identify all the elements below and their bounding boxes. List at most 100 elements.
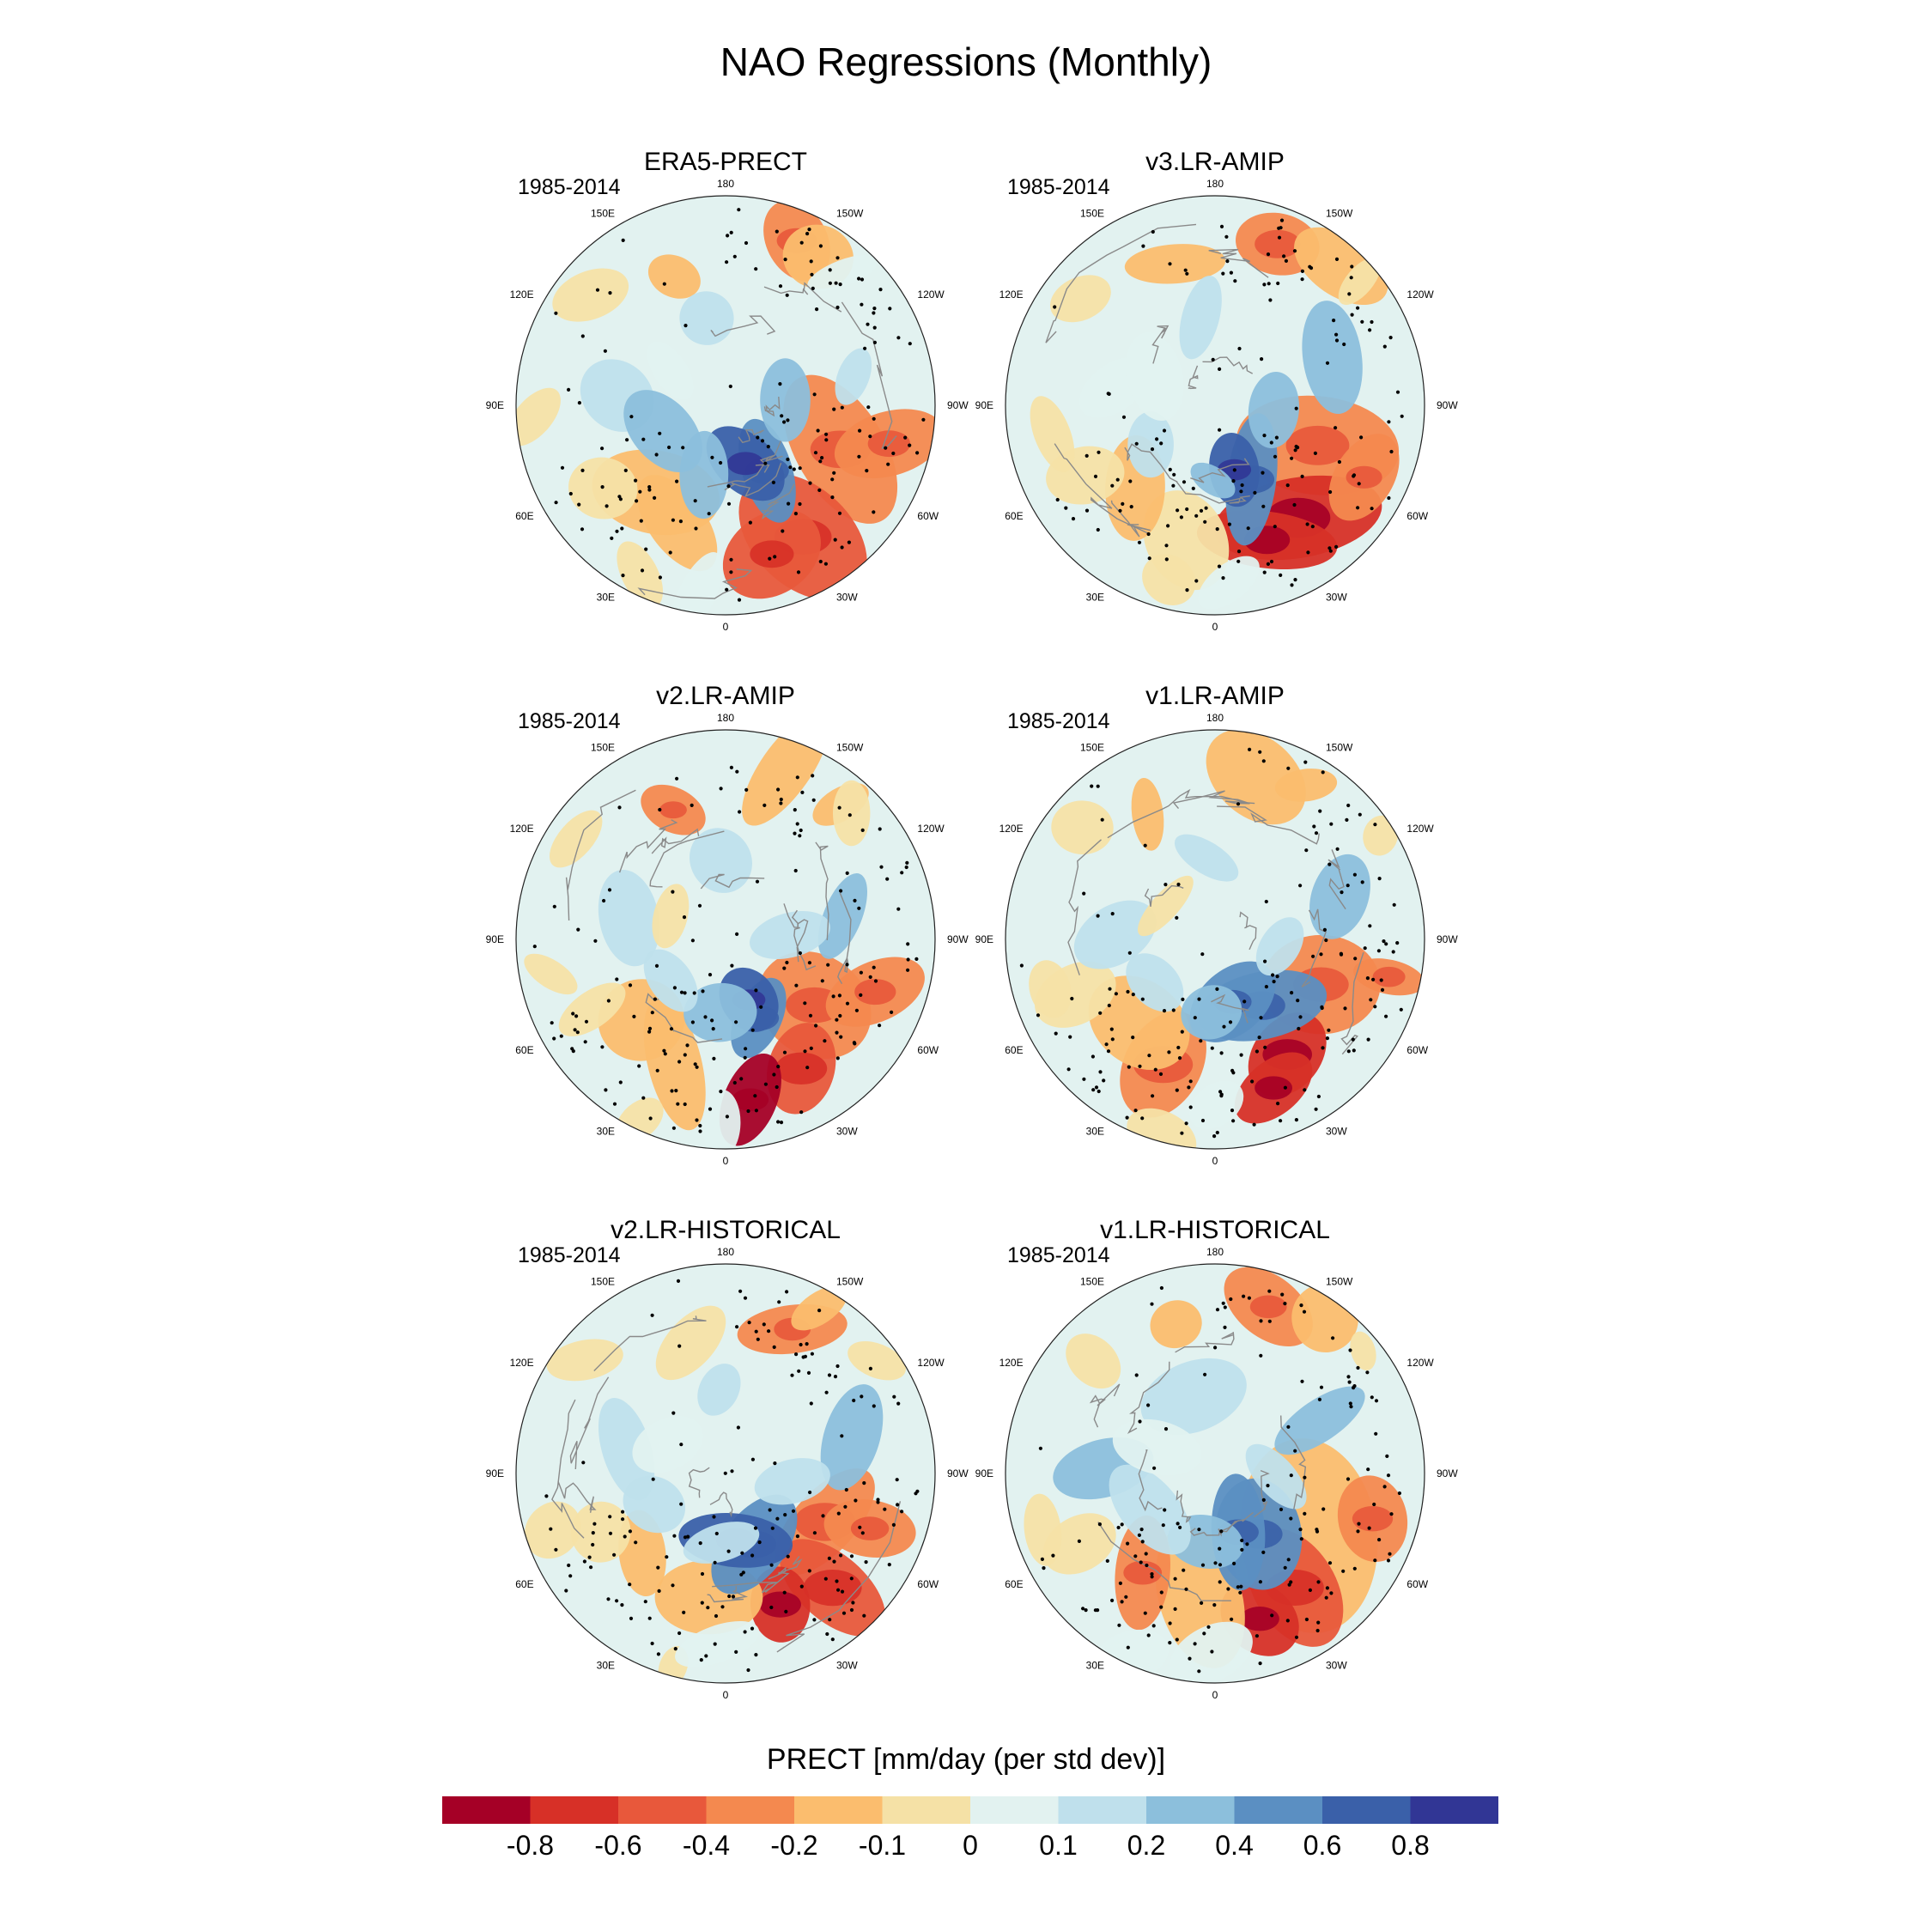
significance-dot (1137, 1533, 1141, 1537)
colorbar-tick-label: 0.1 (1039, 1830, 1077, 1861)
significance-dot (1302, 1309, 1307, 1314)
coastline (712, 1571, 790, 1594)
significance-dot (741, 1571, 745, 1575)
significance-dot (604, 1088, 608, 1092)
significance-dot (713, 1642, 717, 1646)
anomaly-core (726, 452, 764, 476)
significance-dot (1051, 1553, 1055, 1558)
significance-dot (780, 414, 784, 418)
significance-dot (1298, 884, 1303, 888)
longitude-label: 60W (917, 510, 939, 522)
significance-dot (1163, 1427, 1169, 1431)
coastline (1189, 1519, 1240, 1536)
anomaly-region (1198, 556, 1260, 610)
longitude-label: 30W (1326, 591, 1347, 603)
colorbar: PRECT [mm/day (per std dev)] -0.8 -0.6 -0.… (442, 1743, 1498, 1861)
significance-dot (843, 1504, 848, 1509)
significance-dot (859, 970, 864, 975)
significance-dot (1334, 257, 1340, 261)
significance-dot (1327, 1028, 1331, 1032)
significance-dot (1199, 508, 1204, 513)
significance-dot (1316, 1620, 1321, 1625)
significance-dot (1352, 872, 1357, 877)
longitude-label: 90W (947, 1467, 969, 1479)
significance-dot (589, 1565, 593, 1570)
significance-dot (1171, 1008, 1176, 1012)
anomaly-core (1346, 465, 1382, 489)
significance-dot (830, 495, 835, 500)
significance-dot (1133, 1109, 1138, 1113)
longitude-label: 120E (999, 1357, 1024, 1369)
significance-dot (1228, 1020, 1233, 1024)
significance-dot (554, 501, 558, 505)
coastline (815, 841, 829, 940)
significance-dot (736, 1425, 741, 1430)
significance-dot (872, 311, 876, 315)
significance-dot (810, 272, 814, 276)
map-panel: v3.LR-AMIP 1985-2014 180 150E 120E 90E 60E 30E 0… (975, 148, 1459, 633)
longitude-label: 120E (999, 289, 1024, 301)
anomaly-region (1363, 815, 1399, 856)
significance-dot (1211, 357, 1215, 361)
significance-dot (1284, 258, 1288, 263)
significance-dot (1182, 1568, 1186, 1572)
anomaly-region (524, 953, 578, 995)
significance-dot (730, 963, 734, 968)
significance-dot (1299, 1303, 1303, 1308)
significance-dot (1382, 1485, 1387, 1489)
significance-dot (793, 512, 799, 516)
significance-dot (1294, 406, 1298, 410)
significance-dot (1106, 1049, 1111, 1054)
coastline (700, 873, 765, 890)
anomaly-region (702, 1090, 741, 1149)
map-field (516, 1264, 935, 1683)
significance-dot (726, 484, 731, 489)
significance-dot (1387, 420, 1391, 424)
significance-dot (786, 418, 790, 422)
coastline (791, 909, 809, 963)
significance-dot (857, 906, 861, 910)
map-field (516, 730, 935, 1149)
significance-dot (803, 1001, 807, 1005)
significance-dot (710, 455, 714, 459)
significance-dot (1346, 1049, 1351, 1054)
significance-dot (896, 1503, 900, 1507)
significance-dot (1259, 1353, 1263, 1358)
significance-dot (779, 1121, 784, 1125)
significance-dot (1365, 1370, 1370, 1375)
anomaly-region (598, 1398, 655, 1501)
significance-dot (1300, 277, 1304, 282)
longitude-label: 60E (515, 1044, 533, 1056)
significance-dot (734, 1020, 738, 1024)
significance-dot (704, 1654, 708, 1658)
significance-dot (1373, 823, 1377, 827)
significance-dot (840, 1434, 844, 1438)
significance-dot (845, 963, 849, 967)
significance-dot (620, 526, 624, 531)
anomaly-region (1179, 276, 1222, 360)
significance-dot (1155, 437, 1159, 441)
significance-dot (1303, 1475, 1307, 1479)
significance-dot (1230, 1068, 1235, 1072)
significance-dot (908, 342, 912, 346)
significance-dot (647, 1030, 652, 1034)
coastline (551, 1399, 585, 1539)
significance-dot (1151, 1624, 1156, 1628)
significance-dot (1293, 578, 1297, 582)
significance-dot (793, 868, 798, 873)
significance-dot (1219, 1051, 1224, 1055)
significance-dot (1385, 1454, 1389, 1458)
significance-dot (726, 501, 732, 506)
significance-dot (851, 1601, 855, 1605)
significance-dot (698, 1123, 702, 1128)
significance-dot (1184, 1587, 1188, 1591)
significance-dot (1252, 1122, 1256, 1127)
significance-dot (812, 1531, 817, 1535)
significance-dot (1328, 549, 1333, 553)
significance-dot (1168, 1641, 1172, 1645)
coastline (707, 440, 781, 488)
significance-dot (781, 529, 785, 533)
significance-dot (821, 1514, 825, 1518)
significance-dot (621, 1517, 625, 1522)
significance-dot (1274, 435, 1279, 440)
